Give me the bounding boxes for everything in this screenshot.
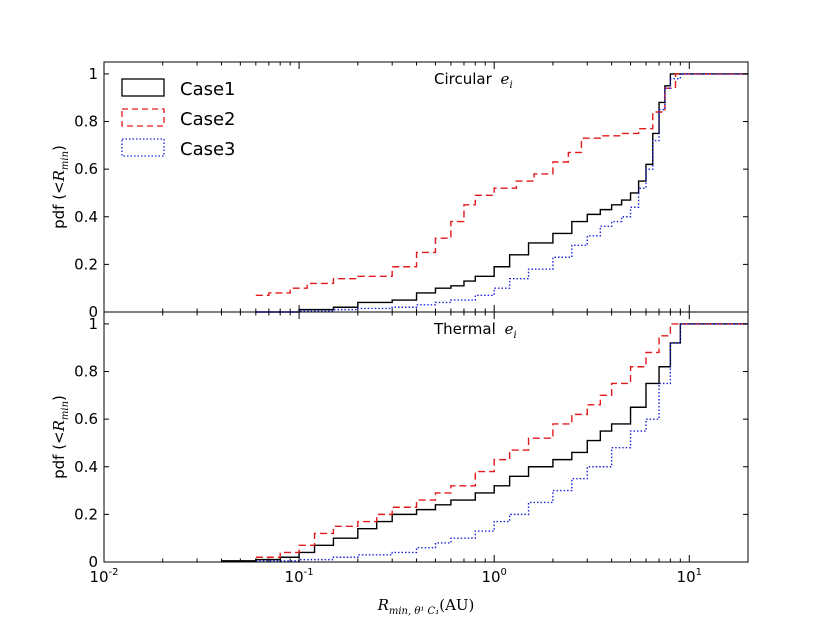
top-series-case2 [255, 73, 748, 297]
legend-swatch-case1 [121, 78, 165, 97]
legend-label-case3: Case3 [180, 139, 236, 160]
bottom-ytick-label-4: 0.8 [74, 363, 98, 381]
top-ytick-label-0: 0 [88, 303, 98, 321]
legend-label-case1: Case1 [180, 79, 236, 100]
xtick-label-1: 10-1 [285, 567, 314, 586]
legend: Case1 Case2 Case3 [121, 78, 236, 160]
top-y-axis-label: pdf (<Rmin) [50, 145, 71, 229]
top-ytick-label-1: 0.2 [74, 255, 98, 273]
top-series-group [255, 73, 748, 313]
top-ytick-label-2: 0.4 [74, 208, 98, 226]
bottom-ytick-label-1: 0.2 [74, 505, 98, 523]
top-ytick-label-3: 0.6 [74, 160, 98, 178]
legend-label-case2: Case2 [180, 109, 236, 130]
bottom-series-case2 [255, 323, 748, 558]
bottom-series-case3 [255, 323, 748, 562]
xtick-label-2: 100 [481, 567, 506, 586]
bottom-series-group [221, 323, 748, 562]
legend-swatch-case2 [121, 108, 165, 127]
bottom-ytick-label-3: 0.6 [74, 410, 98, 428]
bottom-ytick-label-2: 0.4 [74, 458, 98, 476]
bottom-ytick-label-0: 0 [88, 553, 98, 571]
bottom-panel-title: Thermal ei [433, 320, 517, 341]
xtick-label-0: 10-2 [89, 567, 118, 586]
bottom-ytick-label-5: 1 [88, 315, 98, 333]
bottom-plot-frame [103, 311, 749, 563]
bottom-series-case1 [221, 323, 748, 562]
top-series-case3 [255, 73, 748, 313]
top-ytick-label-5: 1 [88, 65, 98, 83]
xtick-label-3: 101 [677, 567, 702, 586]
bottom-y-axis-label: pdf (<Rmin) [50, 395, 71, 479]
top-panel-title: Circular ei [434, 70, 513, 91]
x-axis-label: Rmin, θ¹ C₁(AU) [377, 596, 475, 617]
top-ytick-label-4: 0.8 [74, 113, 98, 131]
top-series-case1 [255, 73, 748, 313]
legend-swatch-case3 [121, 138, 165, 157]
